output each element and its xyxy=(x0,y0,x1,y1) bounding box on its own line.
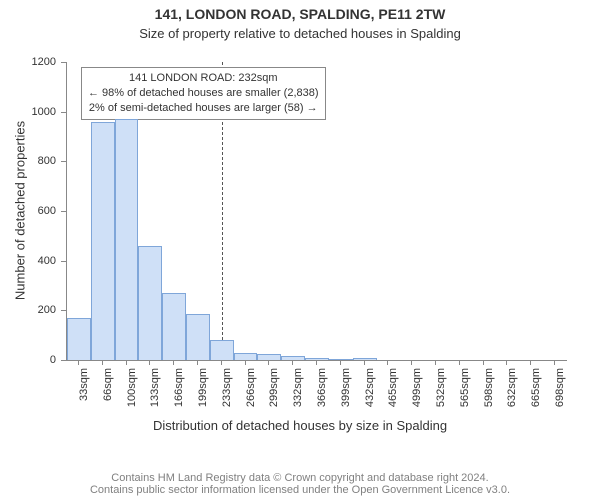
histogram-bar xyxy=(186,314,210,360)
x-tick xyxy=(149,360,150,365)
x-tick-label: 399sqm xyxy=(340,368,352,418)
y-tick xyxy=(61,310,66,311)
x-tick xyxy=(173,360,174,365)
x-tick-label: 66sqm xyxy=(102,368,114,418)
histogram-bar xyxy=(115,119,139,360)
histogram-bar xyxy=(234,353,258,360)
info-box-line3: 2% of semi-detached houses are larger (5… xyxy=(88,101,319,116)
x-tick xyxy=(268,360,269,365)
histogram-bar xyxy=(162,293,186,360)
footer-line1: Contains HM Land Registry data © Crown c… xyxy=(0,472,600,484)
x-tick xyxy=(102,360,103,365)
x-tick xyxy=(459,360,460,365)
x-tick-label: 565sqm xyxy=(459,368,471,418)
x-tick xyxy=(245,360,246,365)
x-tick-label: 665sqm xyxy=(530,368,542,418)
y-tick-label: 200 xyxy=(0,304,56,316)
info-box: 141 LONDON ROAD: 232sqm ← 98% of detache… xyxy=(81,67,326,120)
footer: Contains HM Land Registry data © Crown c… xyxy=(0,472,600,496)
x-tick-label: 432sqm xyxy=(364,368,376,418)
y-tick xyxy=(61,261,66,262)
x-tick-label: 366sqm xyxy=(316,368,328,418)
y-tick xyxy=(61,62,66,63)
x-tick xyxy=(530,360,531,365)
x-tick xyxy=(483,360,484,365)
histogram-bar xyxy=(138,246,162,360)
y-tick xyxy=(61,360,66,361)
y-tick-label: 0 xyxy=(0,354,56,366)
info-box-line1: 141 LONDON ROAD: 232sqm xyxy=(88,71,319,86)
x-tick xyxy=(387,360,388,365)
x-tick-label: 499sqm xyxy=(411,368,423,418)
info-box-line2: ← 98% of detached houses are smaller (2,… xyxy=(88,86,319,101)
x-tick-label: 465sqm xyxy=(387,368,399,418)
x-tick xyxy=(411,360,412,365)
x-tick-label: 166sqm xyxy=(173,368,185,418)
x-tick-label: 332sqm xyxy=(292,368,304,418)
x-tick xyxy=(340,360,341,365)
x-tick xyxy=(126,360,127,365)
y-tick-label: 400 xyxy=(0,255,56,267)
y-tick-label: 1000 xyxy=(0,106,56,118)
x-tick xyxy=(292,360,293,365)
x-tick-label: 632sqm xyxy=(506,368,518,418)
x-tick-label: 33sqm xyxy=(78,368,90,418)
page-subtitle: Size of property relative to detached ho… xyxy=(0,26,600,41)
y-tick xyxy=(61,211,66,212)
x-tick-label: 133sqm xyxy=(149,368,161,418)
x-tick xyxy=(364,360,365,365)
y-tick xyxy=(61,161,66,162)
y-tick-label: 800 xyxy=(0,155,56,167)
histogram-bar xyxy=(91,122,115,360)
y-tick xyxy=(61,112,66,113)
x-tick-label: 598sqm xyxy=(483,368,495,418)
x-tick xyxy=(197,360,198,365)
x-tick-label: 299sqm xyxy=(268,368,280,418)
x-tick xyxy=(435,360,436,365)
x-tick-label: 532sqm xyxy=(435,368,447,418)
x-tick-label: 233sqm xyxy=(221,368,233,418)
footer-line2: Contains public sector information licen… xyxy=(0,484,600,496)
histogram-bar xyxy=(67,318,91,360)
x-tick xyxy=(221,360,222,365)
x-tick-label: 266sqm xyxy=(245,368,257,418)
x-tick xyxy=(78,360,79,365)
x-tick xyxy=(316,360,317,365)
y-tick-label: 600 xyxy=(0,205,56,217)
x-axis-title: Distribution of detached houses by size … xyxy=(0,418,600,433)
page-title: 141, LONDON ROAD, SPALDING, PE11 2TW xyxy=(0,6,600,22)
y-tick-label: 1200 xyxy=(0,56,56,68)
x-tick-label: 199sqm xyxy=(197,368,209,418)
x-tick-label: 698sqm xyxy=(554,368,566,418)
histogram-bar xyxy=(210,340,234,360)
histogram-plot: 141 LONDON ROAD: 232sqm ← 98% of detache… xyxy=(66,62,567,361)
x-tick xyxy=(554,360,555,365)
x-tick-label: 100sqm xyxy=(126,368,138,418)
x-tick xyxy=(506,360,507,365)
